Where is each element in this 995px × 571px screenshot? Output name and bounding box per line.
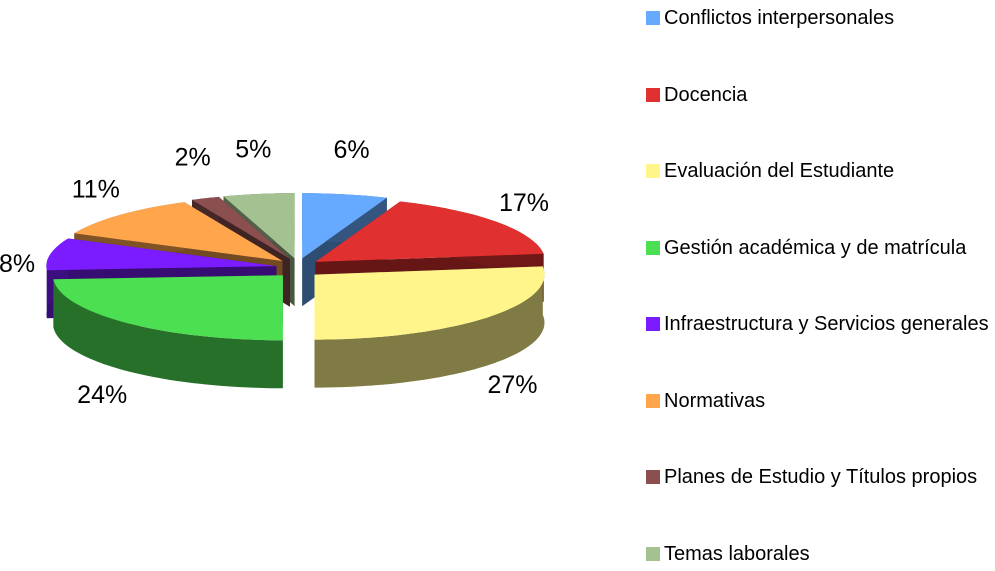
slice bbox=[74, 202, 283, 261]
data-label: 24% bbox=[77, 381, 127, 409]
data-label: 2% bbox=[175, 144, 211, 172]
legend-item: Docencia bbox=[646, 83, 991, 107]
legend-item: Conflictos interpersonales bbox=[646, 6, 991, 30]
legend-swatch bbox=[646, 393, 660, 408]
legend-item: Evaluación del Estudiante bbox=[646, 159, 991, 183]
legend-swatch bbox=[646, 87, 660, 102]
data-label: 27% bbox=[487, 371, 537, 399]
legend-label: Temas laborales bbox=[664, 542, 810, 565]
data-label: 8% bbox=[0, 250, 35, 278]
legend-swatch bbox=[646, 317, 660, 332]
slice bbox=[46, 238, 277, 271]
legend-swatch bbox=[646, 164, 660, 179]
legend-item: Planes de Estudio y Títulos propios bbox=[646, 465, 991, 489]
data-label: 11% bbox=[72, 176, 120, 204]
slice bbox=[302, 193, 387, 259]
legend-label: Evaluación del Estudiante bbox=[664, 160, 895, 183]
slice bbox=[315, 201, 544, 262]
legend-item: Gestión académica y de matrícula bbox=[646, 236, 991, 260]
legend-swatch bbox=[646, 470, 660, 485]
slice-side bbox=[53, 279, 283, 389]
slice bbox=[192, 196, 290, 259]
data-label: 5% bbox=[235, 135, 271, 163]
legend-label: Infraestructura y Servicios generales bbox=[664, 313, 989, 336]
slice-side bbox=[314, 266, 545, 388]
legend-item: Infraestructura y Servicios generales bbox=[646, 312, 991, 336]
legend-label: Docencia bbox=[664, 83, 748, 106]
legend-item: Normativas bbox=[646, 389, 991, 413]
legend-label: Conflictos interpersonales bbox=[664, 7, 895, 29]
legend-label: Planes de Estudio y Títulos propios bbox=[664, 466, 978, 489]
slice bbox=[223, 193, 295, 259]
slice bbox=[53, 275, 283, 341]
chart: 5% 6% 2% 11% 17% 8% 27% 24% bbox=[0, 135, 549, 409]
data-label: 17% bbox=[499, 189, 549, 217]
legend: Conflictos interpersonales Docencia Evalua… bbox=[646, 6, 991, 566]
slice bbox=[314, 266, 545, 340]
legend-swatch bbox=[646, 546, 660, 561]
legend-item: Temas laborales bbox=[646, 542, 991, 566]
legend-swatch bbox=[646, 11, 660, 25]
data-label: 6% bbox=[334, 136, 370, 164]
legend-label: Gestión académica y de matrícula bbox=[664, 236, 967, 259]
legend-label: Normativas bbox=[664, 389, 766, 412]
legend-swatch bbox=[646, 240, 660, 255]
